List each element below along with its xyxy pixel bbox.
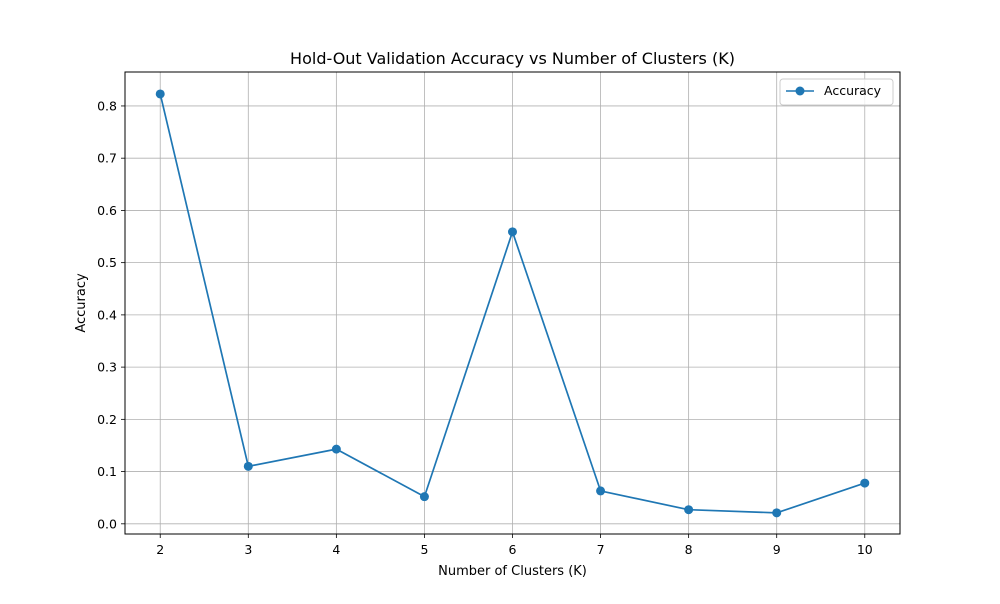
legend: Accuracy bbox=[779, 78, 894, 106]
data-point bbox=[684, 505, 694, 515]
y-tick-label: 0.8 bbox=[97, 98, 117, 113]
y-tick-label: 0.7 bbox=[97, 151, 117, 166]
chart-title: Hold-Out Validation Accuracy vs Number o… bbox=[290, 49, 735, 68]
x-tick-label: 2 bbox=[156, 542, 164, 557]
x-axis-label: Number of Clusters (K) bbox=[438, 564, 587, 579]
x-tick-label: 4 bbox=[332, 542, 340, 557]
x-tick-label: 7 bbox=[597, 542, 605, 557]
y-tick-label: 0.5 bbox=[97, 255, 117, 270]
x-tick-label: 3 bbox=[244, 542, 252, 557]
data-point bbox=[772, 508, 782, 518]
x-tick-label: 10 bbox=[857, 542, 873, 557]
x-tick-label: 6 bbox=[509, 542, 517, 557]
y-tick-label: 0.6 bbox=[97, 203, 117, 218]
y-tick-label: 0.1 bbox=[97, 464, 117, 479]
data-point bbox=[155, 89, 165, 99]
data-point bbox=[860, 478, 870, 488]
data-point bbox=[243, 461, 253, 471]
data-point bbox=[508, 227, 517, 237]
legend-marker bbox=[795, 86, 805, 96]
legend-box bbox=[779, 78, 894, 106]
data-point bbox=[419, 492, 429, 502]
y-tick-label: 0.3 bbox=[97, 360, 117, 375]
x-tick-label: 5 bbox=[420, 542, 428, 557]
axis-ticks: 2 3 4 5 6 7 8 9 10 0.0 0.1 0.2 0.3 0.4 0.5 0.6 0.7 0.8 bbox=[97, 98, 873, 557]
data-series bbox=[155, 89, 870, 518]
x-tick-label: 8 bbox=[685, 542, 693, 557]
data-point bbox=[331, 444, 341, 454]
y-tick-label: 0.0 bbox=[97, 516, 117, 531]
data-point bbox=[596, 486, 606, 496]
y-tick-label: 0.2 bbox=[97, 412, 117, 427]
legend-label-accuracy: Accuracy bbox=[824, 83, 882, 98]
y-tick-label: 0.4 bbox=[97, 307, 117, 322]
x-tick-label: 9 bbox=[773, 542, 781, 557]
y-axis-label: Accuracy bbox=[74, 273, 89, 333]
grid bbox=[125, 72, 900, 534]
